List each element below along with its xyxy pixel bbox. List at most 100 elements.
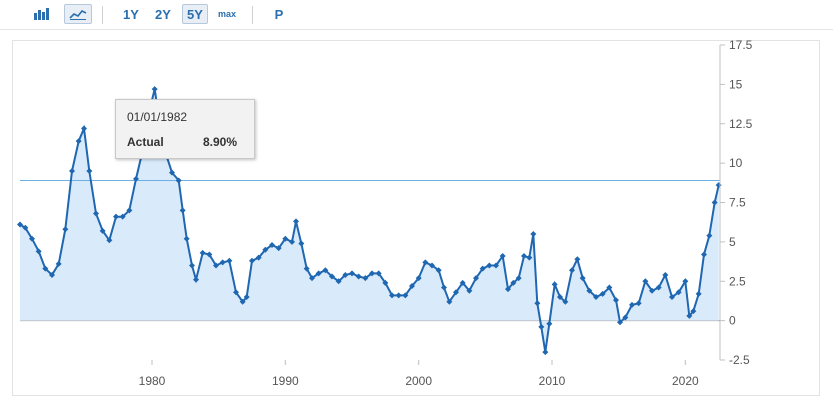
data-point-marker[interactable] [695, 290, 702, 297]
bar-chart-icon[interactable] [28, 4, 56, 24]
data-point-marker[interactable] [546, 320, 553, 327]
data-point-marker[interactable] [538, 323, 545, 330]
data-point-marker[interactable] [81, 125, 87, 132]
data-point-marker[interactable] [86, 168, 93, 174]
data-point-marker[interactable] [574, 256, 581, 263]
data-point-marker[interactable] [466, 287, 473, 294]
line-chart-icon[interactable] [64, 4, 92, 24]
data-point-marker[interactable] [493, 262, 499, 269]
data-point-marker[interactable] [193, 276, 199, 283]
data-point-marker[interactable] [635, 300, 642, 307]
data-point-marker[interactable] [510, 279, 517, 286]
data-point-marker[interactable] [298, 240, 305, 247]
data-point-marker[interactable] [701, 251, 707, 258]
data-point-marker[interactable] [389, 292, 395, 299]
data-point-marker[interactable] [282, 235, 289, 242]
data-point-marker[interactable] [309, 275, 315, 282]
data-point-marker[interactable] [617, 319, 623, 326]
data-point-marker[interactable] [219, 259, 226, 266]
data-point-marker[interactable] [586, 287, 593, 294]
data-point-marker[interactable] [289, 238, 295, 245]
data-point-marker[interactable] [402, 292, 409, 299]
data-point-marker[interactable] [349, 270, 355, 277]
data-point-marker[interactable] [711, 199, 718, 206]
data-point-marker[interactable] [69, 168, 75, 174]
data-point-marker[interactable] [622, 314, 629, 321]
data-point-marker[interactable] [179, 207, 186, 214]
data-point-marker[interactable] [599, 290, 606, 297]
data-point-marker[interactable] [606, 284, 613, 291]
data-point-marker[interactable] [126, 207, 133, 214]
data-point-marker[interactable] [151, 86, 158, 93]
data-point-marker[interactable] [479, 265, 486, 272]
data-point-marker[interactable] [530, 231, 537, 237]
data-point-marker[interactable] [613, 297, 619, 304]
data-point-marker[interactable] [322, 267, 329, 274]
data-point-marker[interactable] [409, 282, 415, 289]
data-point-marker[interactable] [189, 262, 195, 269]
data-point-marker[interactable] [415, 275, 422, 282]
data-point-marker[interactable] [303, 265, 310, 272]
data-point-marker[interactable] [175, 177, 182, 184]
data-point-marker[interactable] [35, 248, 42, 255]
data-point-marker[interactable] [42, 265, 49, 272]
data-point-marker[interactable] [569, 267, 575, 274]
data-point-marker[interactable] [243, 294, 250, 300]
data-point-marker[interactable] [715, 182, 722, 189]
data-point-marker[interactable] [169, 169, 175, 176]
range-2y-button[interactable]: 2Y [155, 6, 171, 22]
data-point-marker[interactable] [441, 284, 447, 291]
data-point-marker[interactable] [17, 221, 23, 228]
data-point-marker[interactable] [55, 260, 62, 267]
data-point-marker[interactable] [375, 270, 382, 277]
data-point-marker[interactable] [422, 259, 429, 266]
data-point-marker[interactable] [75, 138, 82, 145]
data-point-marker[interactable] [579, 275, 586, 282]
data-point-marker[interactable] [655, 284, 662, 291]
data-point-marker[interactable] [515, 275, 522, 282]
data-point-marker[interactable] [249, 257, 255, 264]
data-point-marker[interactable] [382, 279, 389, 286]
data-point-marker[interactable] [269, 242, 275, 249]
data-point-marker[interactable] [233, 289, 239, 296]
data-point-marker[interactable] [93, 210, 99, 217]
data-point-marker[interactable] [505, 286, 511, 293]
range-max-button[interactable]: max [217, 9, 236, 19]
data-point-marker[interactable] [226, 257, 233, 264]
data-point-marker[interactable] [22, 224, 29, 231]
data-point-marker[interactable] [669, 294, 675, 300]
data-point-marker[interactable] [521, 253, 527, 260]
data-point-marker[interactable] [293, 218, 299, 225]
data-point-marker[interactable] [119, 213, 126, 220]
data-point-marker[interactable] [29, 235, 35, 242]
data-point-marker[interactable] [675, 289, 682, 296]
data-point-marker[interactable] [329, 273, 335, 280]
extra-p-button[interactable]: P [274, 6, 284, 22]
data-point-marker[interactable] [239, 298, 246, 305]
data-point-marker[interactable] [113, 213, 119, 220]
data-point-marker[interactable] [49, 271, 55, 278]
data-point-marker[interactable] [662, 271, 669, 278]
data-point-marker[interactable] [213, 262, 219, 269]
data-point-marker[interactable] [486, 262, 493, 269]
data-point-marker[interactable] [369, 270, 375, 277]
data-point-marker[interactable] [526, 254, 533, 261]
data-point-marker[interactable] [551, 281, 558, 288]
data-point-marker[interactable] [446, 298, 453, 305]
data-point-marker[interactable] [542, 349, 549, 356]
data-point-marker[interactable] [499, 253, 506, 260]
data-point-marker[interactable] [629, 301, 635, 308]
data-point-marker[interactable] [690, 308, 697, 315]
data-point-marker[interactable] [706, 232, 713, 239]
data-point-marker[interactable] [686, 312, 693, 319]
data-point-marker[interactable] [133, 175, 139, 182]
data-point-marker[interactable] [557, 294, 563, 300]
data-point-marker[interactable] [473, 275, 479, 282]
data-point-marker[interactable] [429, 262, 435, 269]
data-point-marker[interactable] [534, 300, 541, 307]
data-point-marker[interactable] [62, 226, 69, 233]
data-point-marker[interactable] [183, 235, 190, 242]
data-point-marker[interactable] [649, 287, 655, 294]
data-point-marker[interactable] [453, 289, 459, 296]
data-point-marker[interactable] [206, 251, 213, 258]
